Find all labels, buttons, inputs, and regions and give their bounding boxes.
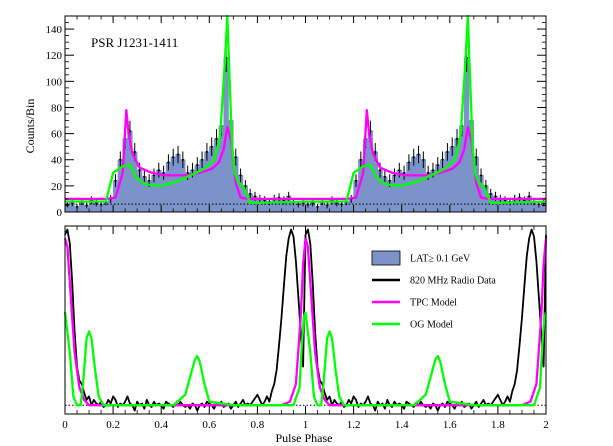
y-tick-label: 60: [51, 129, 63, 141]
legend: LAT≥ 0.1 GeV 820 MHz Radio Data TPC Model O…: [371, 250, 496, 331]
x-tick-label: 0.4: [154, 419, 168, 431]
og-model-curve-top: [305, 14, 547, 205]
legend-swatch-lat: [371, 250, 401, 266]
x-tick-label: 1.2: [347, 419, 361, 431]
y-tick-label: 0: [57, 207, 63, 219]
y-tick-label: 100: [46, 76, 63, 88]
tpc-model-curve-bottom: [63, 237, 307, 407]
x-tick-label: 0: [62, 419, 68, 431]
x-axis-label: Pulse Phase: [276, 431, 333, 445]
y-tick-label: 120: [46, 50, 63, 62]
radio-data-curve: [64, 228, 307, 412]
pulsar-name: PSR J1231-1411: [91, 35, 178, 50]
og-model-curve-top: [65, 14, 306, 205]
x-tick-label: 0.2: [106, 419, 120, 431]
top-model-curves: [65, 14, 547, 205]
y-tick-label: 80: [51, 102, 63, 114]
legend-label: OG Model: [410, 320, 453, 331]
legend-label: TPC Model: [410, 298, 457, 309]
top-axis-ticks: 0 20 40 60 80 100 120 140: [46, 16, 547, 219]
histogram-bar: [449, 146, 455, 213]
bottom-curves: [63, 228, 548, 412]
y-tick-label: 20: [51, 181, 63, 193]
histogram-bar: [444, 151, 451, 213]
lat-histogram: [64, 57, 547, 213]
x-tick-label: 1.8: [491, 419, 505, 431]
x-tick-label: 2: [543, 419, 549, 431]
x-tick-label: 0.8: [251, 419, 265, 431]
histogram-bar: [209, 146, 215, 213]
top-panel: 0 20 40 60 80 100 120 140 PSR J1231-1411 Counts…: [23, 14, 547, 219]
og-model-curve-bottom: [304, 311, 548, 407]
legend-label: LAT≥ 0.1 GeV: [410, 254, 471, 265]
legend-label: 820 MHz Radio Data: [410, 276, 496, 287]
y-axis-label: Counts/Bin: [23, 99, 37, 154]
x-tick-label: 1.6: [443, 419, 457, 431]
y-tick-label: 40: [51, 155, 63, 167]
x-tick-label: 1: [303, 419, 309, 431]
y-tick-label: 140: [46, 24, 63, 36]
og-model-curve-bottom: [63, 311, 307, 407]
histogram-bar: [204, 151, 210, 213]
bottom-panel: 0 0.2 0.4 0.6 0.8 1 1.2 1.4 1.6 1.8 2 LAT≥ 0.1 GeV…: [62, 225, 549, 445]
bottom-axis-ticks: 0 0.2 0.4 0.6 0.8 1 1.2 1.4 1.6 1.8 2: [62, 226, 549, 431]
x-tick-label: 1.4: [395, 419, 409, 431]
x-tick-label: 0.6: [202, 419, 216, 431]
